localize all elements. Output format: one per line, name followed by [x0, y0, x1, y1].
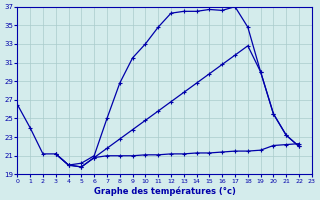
X-axis label: Graphe des températures (°c): Graphe des températures (°c)	[94, 186, 236, 196]
